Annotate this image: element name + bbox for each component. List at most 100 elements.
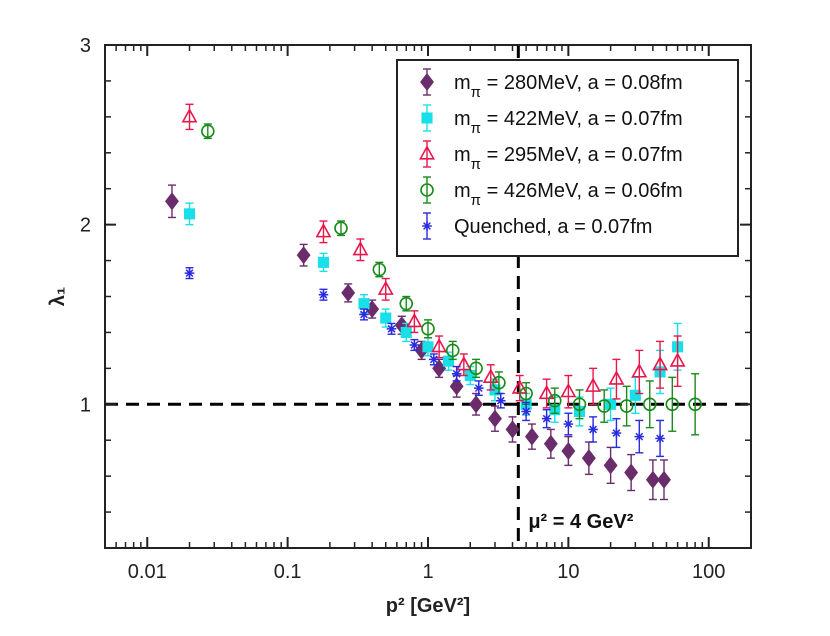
error-bar	[589, 367, 598, 405]
data-point-triangle	[406, 312, 423, 328]
data-point-diamond	[505, 420, 520, 439]
data-point-circle	[642, 397, 657, 412]
data-point-diamond	[420, 72, 434, 92]
legend-label: mπ = 280MeV, a = 0.08fm	[454, 72, 683, 101]
data-point-diamond	[449, 377, 464, 396]
x-tick-label: 100	[692, 561, 725, 583]
data-point-star	[386, 324, 397, 334]
legend-label: mπ = 295MeV, a = 0.07fm	[454, 144, 683, 173]
data-point-square	[317, 256, 330, 268]
error-bar	[612, 358, 621, 400]
legend-entry: Quenched, a = 0.07fm	[422, 212, 652, 240]
error-bar	[600, 389, 609, 423]
star-stroke	[589, 425, 597, 434]
star-stroke	[612, 429, 621, 437]
data-point-diamond	[296, 246, 311, 265]
y-axis-title: λ₁	[47, 287, 69, 306]
data-point-star	[563, 419, 574, 429]
data-point-star	[451, 368, 462, 379]
error-bar	[423, 176, 431, 204]
data-point-diamond	[657, 470, 671, 489]
data-point-square	[380, 312, 392, 324]
data-point-diamond	[341, 283, 356, 302]
data-point-triangle	[352, 240, 369, 256]
y-tick-label: 3	[80, 35, 91, 57]
data-point-star	[521, 406, 531, 417]
axis-ticks: 0.01 0.1 1 10 100 1 2 3	[80, 35, 751, 583]
error-bar	[691, 373, 700, 436]
data-point-circle	[572, 397, 587, 412]
data-point-circle	[445, 343, 460, 358]
legend-label: Quenched, a = 0.07fm	[454, 216, 652, 238]
star-stroke	[360, 310, 368, 319]
star-stroke	[452, 369, 461, 378]
data-point-triangle	[377, 280, 394, 295]
star-stroke	[423, 222, 431, 230]
x-tick-label: 10	[557, 561, 579, 583]
error-bar	[635, 349, 644, 395]
data-point-circle	[665, 397, 680, 412]
data-point-star	[495, 395, 506, 406]
data-point-circle	[519, 386, 533, 401]
data-point-circle	[547, 393, 562, 408]
data-point-circle	[688, 397, 702, 412]
data-point-diamond	[624, 463, 639, 482]
error-bar	[668, 376, 677, 432]
data-point-triangle	[482, 368, 499, 383]
star-stroke	[522, 407, 531, 416]
data-point-triangle	[455, 355, 472, 371]
reference-lines	[105, 45, 751, 548]
data-point-triangle	[538, 384, 555, 400]
star-stroke	[635, 432, 644, 441]
star-stroke	[542, 414, 551, 423]
data-point-star	[318, 289, 329, 300]
data-point-diamond	[645, 470, 660, 489]
data-point-circle	[372, 262, 387, 277]
data-point-star	[588, 424, 598, 435]
data-point-star	[429, 354, 439, 365]
data-point-triangle	[431, 337, 448, 353]
error-bar	[564, 374, 573, 409]
data-point-square	[442, 355, 455, 367]
error-bar	[542, 378, 551, 409]
data-point-circle	[492, 375, 506, 390]
star-stroke	[410, 341, 419, 349]
error-bar	[575, 389, 584, 420]
x-tick-label: 0.1	[274, 561, 302, 583]
data-point-star	[541, 413, 552, 424]
star-stroke	[387, 324, 396, 333]
data-point-triangle	[652, 355, 669, 371]
data-point-star	[655, 433, 665, 444]
star-stroke	[496, 396, 505, 405]
star-stroke	[656, 434, 664, 443]
series-4	[201, 123, 702, 436]
data-point-square	[358, 298, 370, 310]
data-point-circle	[420, 183, 434, 197]
data-point-triangle	[181, 107, 198, 123]
series-5	[184, 267, 665, 458]
legend: mπ = 280MeV, a = 0.08fm mπ = 422MeV, a = …	[396, 59, 739, 257]
data-point-square	[400, 326, 412, 338]
data-point-circle	[399, 296, 414, 311]
x-axis-title: p² [GeV²]	[386, 595, 470, 617]
data-point-circle	[334, 221, 348, 236]
data-point-star	[422, 221, 432, 231]
data-point-triangle	[669, 352, 686, 367]
data-point-square	[629, 389, 641, 401]
error-bar	[336, 220, 345, 237]
star-stroke	[564, 420, 573, 428]
data-point-triangle	[419, 145, 435, 160]
legend-entry: mπ = 426MeV, a = 0.06fm	[420, 176, 683, 209]
data-point-diamond	[543, 434, 558, 453]
data-point-star	[611, 428, 622, 438]
data-point-circle	[421, 322, 435, 336]
data-point-diamond	[469, 395, 484, 414]
error-bar	[656, 340, 665, 389]
data-point-star	[184, 268, 195, 278]
data-point-star	[634, 431, 645, 442]
data-point-star	[359, 309, 369, 320]
data-point-triangle	[315, 222, 332, 238]
legend-entry: mπ = 295MeV, a = 0.07fm	[419, 140, 683, 173]
star-stroke	[474, 384, 483, 393]
